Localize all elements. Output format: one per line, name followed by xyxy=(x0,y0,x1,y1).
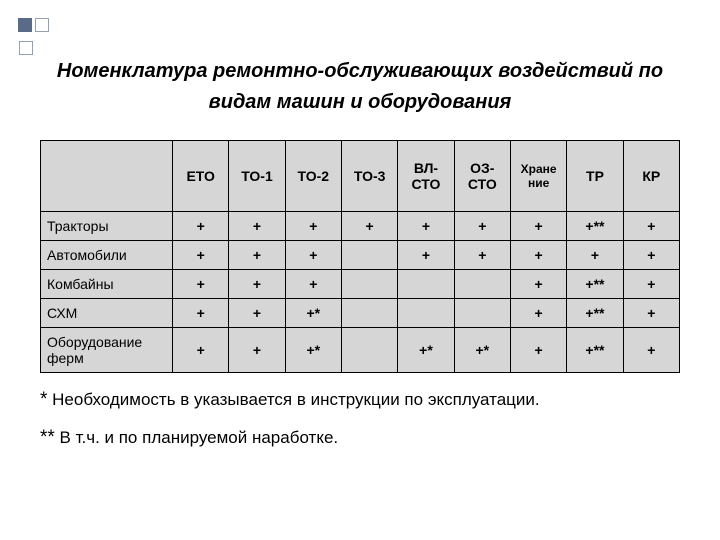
header-row: ЕТО ТО-1 ТО-2 ТО-3 ВЛ-СТО ОЗ-СТО Хране н… xyxy=(41,141,680,212)
col-3: ТО-3 xyxy=(341,141,397,212)
cell: +* xyxy=(454,328,510,373)
cell: + xyxy=(229,241,285,270)
row-label: СХМ xyxy=(41,299,173,328)
cell: + xyxy=(510,241,566,270)
table-row: СХМ+++*++**+ xyxy=(41,299,680,328)
header-blank xyxy=(41,141,173,212)
cell: + xyxy=(567,241,623,270)
cell: + xyxy=(454,212,510,241)
cell: + xyxy=(623,270,679,299)
cell xyxy=(398,270,454,299)
cell: + xyxy=(173,241,229,270)
cell: +* xyxy=(285,299,341,328)
row-label: Оборудование ферм xyxy=(41,328,173,373)
footnote-2-text: В т.ч. и по планируемой наработке. xyxy=(55,428,338,447)
footnote-1-text: Необходимость в указывается в инструкции… xyxy=(47,390,539,409)
col-5: ОЗ-СТО xyxy=(454,141,510,212)
cell: + xyxy=(173,328,229,373)
footnotes: * Необходимость в указывается в инструкц… xyxy=(40,385,680,454)
cell: + xyxy=(510,212,566,241)
row-label: Тракторы xyxy=(41,212,173,241)
cell: + xyxy=(510,299,566,328)
cell: + xyxy=(398,241,454,270)
table-row: Автомобили++++++++ xyxy=(41,241,680,270)
cell xyxy=(341,241,397,270)
cell: + xyxy=(623,299,679,328)
table-row: Тракторы++++++++**+ xyxy=(41,212,680,241)
cell: + xyxy=(173,212,229,241)
cell: +* xyxy=(285,328,341,373)
footnote-1: * Необходимость в указывается в инструкц… xyxy=(40,385,680,415)
cell: + xyxy=(229,328,285,373)
cell: + xyxy=(623,328,679,373)
col-8: КР xyxy=(623,141,679,212)
col-0: ЕТО xyxy=(173,141,229,212)
cell: +** xyxy=(567,328,623,373)
cell: + xyxy=(229,270,285,299)
cell: + xyxy=(623,212,679,241)
page-title: Номенклатура ремонтно-обслуживающих возд… xyxy=(0,0,720,118)
footnote-2: ** В т.ч. и по планируемой наработке. xyxy=(40,423,680,453)
row-label: Автомобили xyxy=(41,241,173,270)
col-2: ТО-2 xyxy=(285,141,341,212)
cell xyxy=(341,270,397,299)
cell: +* xyxy=(398,328,454,373)
cell: +** xyxy=(567,270,623,299)
cell: + xyxy=(285,212,341,241)
cell: + xyxy=(229,299,285,328)
cell: + xyxy=(285,241,341,270)
cell: + xyxy=(285,270,341,299)
cell xyxy=(454,299,510,328)
col-1: ТО-1 xyxy=(229,141,285,212)
cell: + xyxy=(510,328,566,373)
table-row: Оборудование ферм+++*+*+*++**+ xyxy=(41,328,680,373)
cell: + xyxy=(454,241,510,270)
cell xyxy=(341,299,397,328)
cell: + xyxy=(341,212,397,241)
cell: + xyxy=(398,212,454,241)
col-6: Хране ние xyxy=(510,141,566,212)
cell: +** xyxy=(567,299,623,328)
cell: + xyxy=(510,270,566,299)
cell: + xyxy=(229,212,285,241)
cell: +** xyxy=(567,212,623,241)
row-label: Комбайны xyxy=(41,270,173,299)
decorative-bullets xyxy=(18,18,52,59)
col-4: ВЛ-СТО xyxy=(398,141,454,212)
table-row: Комбайны+++++**+ xyxy=(41,270,680,299)
cell: + xyxy=(173,299,229,328)
cell xyxy=(454,270,510,299)
cell: + xyxy=(173,270,229,299)
cell xyxy=(341,328,397,373)
col-7: ТР xyxy=(567,141,623,212)
cell xyxy=(398,299,454,328)
maintenance-table: ЕТО ТО-1 ТО-2 ТО-3 ВЛ-СТО ОЗ-СТО Хране н… xyxy=(40,140,680,373)
footnote-2-prefix: ** xyxy=(40,427,55,448)
cell: + xyxy=(623,241,679,270)
